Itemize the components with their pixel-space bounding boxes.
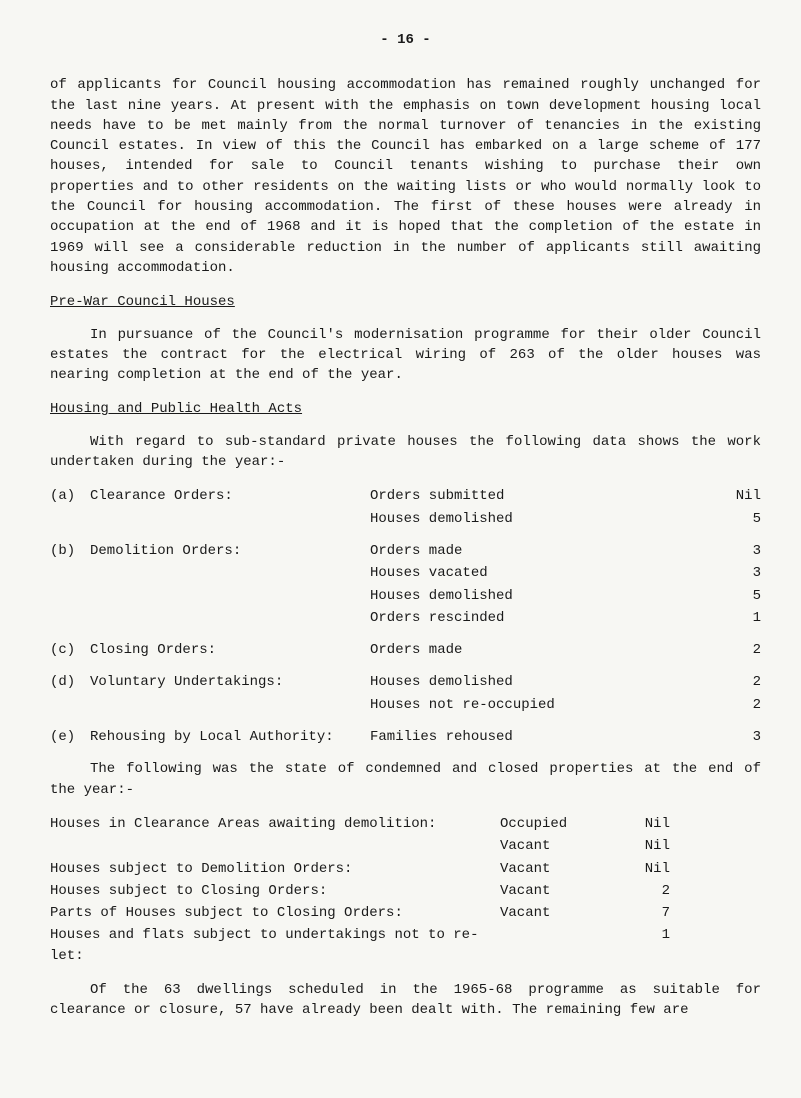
list-sub-label: Orders made (370, 640, 711, 660)
list-value: Nil (711, 486, 761, 506)
paragraph-3: With regard to sub-standard private hous… (50, 432, 761, 473)
list-sub-label: Orders made (370, 541, 711, 561)
list-row: Houses demolished5 (50, 586, 761, 606)
list-row: Houses vacated3 (50, 563, 761, 583)
list-sub-label: Houses demolished (370, 672, 711, 692)
list-value: 5 (711, 509, 761, 529)
list-label: (d) (50, 672, 90, 692)
paragraph-4: The following was the state of condemned… (50, 759, 761, 800)
list-sub-label: Houses demolished (370, 586, 711, 606)
table-value: 2 (620, 881, 670, 901)
list-sub-label: Houses demolished (370, 509, 711, 529)
list-label: (b) (50, 541, 90, 561)
table-value: 1 (620, 925, 670, 966)
table-value: Nil (620, 859, 670, 879)
table-row: Houses subject to Closing Orders:Vacant2 (50, 881, 761, 901)
list-label (50, 586, 90, 606)
list-title: Voluntary Undertakings: (90, 672, 370, 692)
list-row: (a)Clearance Orders:Orders submittedNil (50, 486, 761, 506)
list-sub-label: Orders rescinded (370, 608, 711, 628)
table-mid: Vacant (500, 881, 620, 901)
list-title (90, 586, 370, 606)
list-row: (b)Demolition Orders:Orders made3 (50, 541, 761, 561)
heading-prewar: Pre-War Council Houses (50, 292, 761, 312)
list-title (90, 608, 370, 628)
list-title: Demolition Orders: (90, 541, 370, 561)
paragraph-5: Of the 63 dwellings scheduled in the 196… (50, 980, 761, 1021)
list-row: Orders rescinded1 (50, 608, 761, 628)
table-value: 7 (620, 903, 670, 923)
properties-table: Houses in Clearance Areas awaiting demol… (50, 814, 761, 966)
heading-housing-acts: Housing and Public Health Acts (50, 399, 761, 419)
table-mid (500, 925, 620, 966)
table-value: Nil (620, 814, 670, 834)
table-left (50, 836, 500, 856)
list-sub-label: Houses not re-occupied (370, 695, 711, 715)
list-row: Houses not re-occupied2 (50, 695, 761, 715)
list-value: 3 (711, 541, 761, 561)
table-left: Houses in Clearance Areas awaiting demol… (50, 814, 500, 834)
list-item: (b)Demolition Orders:Orders made3Houses … (50, 541, 761, 628)
list-item: (c)Closing Orders:Orders made2 (50, 640, 761, 660)
table-row: Houses subject to Demolition Orders:Vaca… (50, 859, 761, 879)
list-label (50, 509, 90, 529)
list-item: (a)Clearance Orders:Orders submittedNilH… (50, 486, 761, 529)
list-label: (e) (50, 727, 90, 747)
list-label (50, 695, 90, 715)
orders-list: (a)Clearance Orders:Orders submittedNilH… (50, 486, 761, 747)
list-title (90, 695, 370, 715)
list-title: Clearance Orders: (90, 486, 370, 506)
paragraph-2: In pursuance of the Council's modernisat… (50, 325, 761, 386)
list-sub-label: Houses vacated (370, 563, 711, 583)
table-mid: Vacant (500, 859, 620, 879)
table-mid: Vacant (500, 903, 620, 923)
table-mid: Occupied (500, 814, 620, 834)
list-title (90, 509, 370, 529)
table-left: Houses subject to Demolition Orders: (50, 859, 500, 879)
list-value: 2 (711, 695, 761, 715)
list-label (50, 563, 90, 583)
list-row: (c)Closing Orders:Orders made2 (50, 640, 761, 660)
list-row: Houses demolished5 (50, 509, 761, 529)
list-sub-label: Families rehoused (370, 727, 711, 747)
list-item: (d)Voluntary Undertakings:Houses demolis… (50, 672, 761, 715)
list-sub-label: Orders submitted (370, 486, 711, 506)
table-left: Parts of Houses subject to Closing Order… (50, 903, 500, 923)
list-value: 1 (711, 608, 761, 628)
table-row: VacantNil (50, 836, 761, 856)
table-left: Houses subject to Closing Orders: (50, 881, 500, 901)
list-value: 2 (711, 672, 761, 692)
list-item: (e)Rehousing by Local Authority:Families… (50, 727, 761, 747)
list-label (50, 608, 90, 628)
table-row: Houses and flats subject to undertakings… (50, 925, 761, 966)
list-row: (e)Rehousing by Local Authority:Families… (50, 727, 761, 747)
table-row: Parts of Houses subject to Closing Order… (50, 903, 761, 923)
list-label: (a) (50, 486, 90, 506)
page-number: - 16 - (50, 30, 761, 50)
list-value: 2 (711, 640, 761, 660)
list-title: Rehousing by Local Authority: (90, 727, 370, 747)
table-row: Houses in Clearance Areas awaiting demol… (50, 814, 761, 834)
list-value: 5 (711, 586, 761, 606)
paragraph-1: of applicants for Council housing accomm… (50, 75, 761, 278)
table-value: Nil (620, 836, 670, 856)
table-mid: Vacant (500, 836, 620, 856)
list-row: (d)Voluntary Undertakings:Houses demolis… (50, 672, 761, 692)
list-value: 3 (711, 727, 761, 747)
list-value: 3 (711, 563, 761, 583)
list-title: Closing Orders: (90, 640, 370, 660)
table-left: Houses and flats subject to undertakings… (50, 925, 500, 966)
list-title (90, 563, 370, 583)
list-label: (c) (50, 640, 90, 660)
